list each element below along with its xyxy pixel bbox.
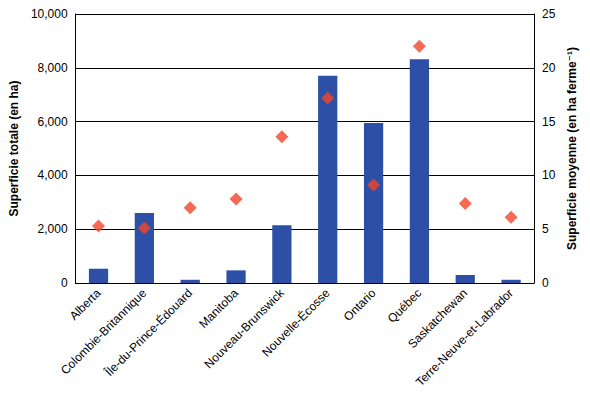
svg-text:0: 0: [61, 276, 68, 290]
svg-text:Nouvelle-Écosse: Nouvelle-Écosse: [258, 285, 332, 359]
svg-text:20: 20: [542, 61, 556, 75]
svg-text:15: 15: [542, 115, 556, 129]
svg-text:Terre-Neuve-et-Labrador: Terre-Neuve-et-Labrador: [413, 286, 516, 389]
svg-text:Nouveau-Brunswick: Nouveau-Brunswick: [202, 285, 288, 371]
svg-text:8,000: 8,000: [38, 61, 68, 75]
svg-text:Ontario: Ontario: [341, 286, 379, 324]
svg-text:0: 0: [542, 276, 549, 290]
svg-text:10,000: 10,000: [31, 7, 68, 21]
svg-text:Île-du-Prince-Édouard: Île-du-Prince-Édouard: [101, 285, 195, 379]
svg-text:Alberta: Alberta: [67, 286, 104, 323]
svg-text:Manitoba: Manitoba: [196, 286, 241, 331]
svg-text:10: 10: [542, 168, 556, 182]
svg-text:6,000: 6,000: [38, 115, 68, 129]
svg-text:4,000: 4,000: [38, 168, 68, 182]
svg-text:Saskatchewan: Saskatchewan: [405, 286, 471, 352]
svg-text:25: 25: [542, 7, 556, 21]
svg-text:5: 5: [542, 222, 549, 236]
svg-text:2,000: 2,000: [38, 222, 68, 236]
svg-text:Québec: Québec: [385, 286, 425, 326]
svg-text:Superficie moyenne (en ha ferm: Superficie moyenne (en ha ferme⁻¹): [565, 47, 579, 250]
svg-text:Colombie-Britannique: Colombie-Britannique: [58, 286, 150, 378]
svg-text:Superficie totale (en ha): Superficie totale (en ha): [7, 80, 21, 216]
